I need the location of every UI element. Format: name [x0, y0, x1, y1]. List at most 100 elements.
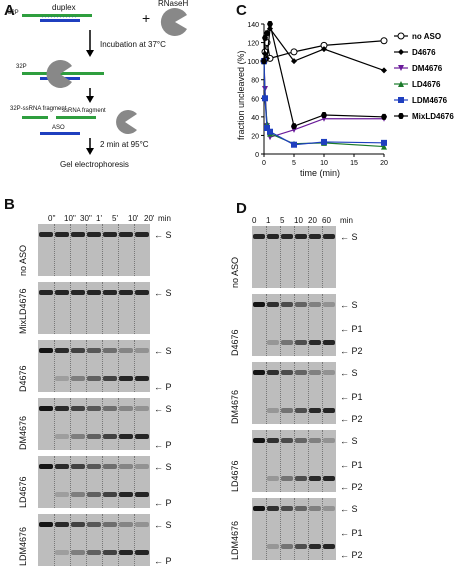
gel-band: [135, 232, 149, 237]
gel-row-label: D4676: [230, 329, 240, 356]
gel-lane: [38, 514, 55, 566]
x-tick-label: 15: [350, 160, 358, 167]
gel-row-label: LDM4676: [230, 520, 240, 560]
gel-lane: [308, 226, 323, 288]
x-tick-label: 20: [380, 160, 388, 167]
data-point-mixld4676: [321, 112, 327, 118]
p32-mid-label: 32P: [16, 64, 27, 70]
rnaseh-enzyme: [160, 8, 187, 37]
band-marker-p1: ← P1: [340, 460, 363, 470]
band-marker-s: ← S: [154, 404, 172, 414]
gel-band: [253, 370, 265, 375]
band-marker-p: ← P: [154, 382, 172, 392]
band-marker-p: ← P: [154, 498, 172, 508]
cleavage-chart: 0 20 40 60 80 100 120 140 0 5 10 15 20 no ASO D4676 DM4…: [247, 21, 454, 167]
x-tick-label: 5: [292, 160, 296, 167]
gel-band: [135, 464, 149, 469]
gel-lane: [280, 498, 295, 560]
gel-lane: [54, 514, 71, 566]
gel-band: [281, 234, 293, 239]
schematic-diagram: [22, 8, 187, 155]
gel-lane: [266, 226, 281, 288]
gel-band: [309, 340, 321, 345]
y-tick-label: 60: [251, 96, 259, 103]
gel-band: [323, 408, 335, 413]
gel-strip: [38, 340, 150, 392]
gel-b-time-header: 0'' 10'' 30'' 1' 5' 10' 20': [48, 214, 158, 226]
gel-row-label: LD4676: [230, 460, 240, 492]
gel-lane: [252, 498, 267, 560]
gel-lane: [252, 430, 267, 492]
band-marker-s: ← S: [154, 520, 172, 530]
gel-band: [309, 370, 321, 375]
rnaseh-label: RNaseH: [158, 0, 189, 8]
gel-band: [135, 550, 149, 555]
gel-lane: [118, 456, 135, 508]
gel-band: [295, 544, 307, 549]
gel-band: [267, 234, 279, 239]
gel-band: [71, 406, 85, 411]
legend-marker-ldm4676: [398, 97, 404, 103]
gel-lane: [252, 294, 267, 356]
band-marker-p: ← P: [154, 440, 172, 450]
gel-strip: [38, 514, 150, 566]
gel-band: [295, 340, 307, 345]
aso-strand: [40, 19, 80, 22]
gel-band: [55, 290, 69, 295]
gel-band: [87, 434, 101, 439]
gel-band: [55, 492, 69, 497]
chart-ylabel: fraction uncleaved (%): [236, 50, 246, 140]
gel-band: [267, 340, 279, 345]
y-tick-label: 140: [247, 22, 259, 29]
gel-band: [39, 550, 53, 555]
gel-band: [87, 290, 101, 295]
data-point-ldm4676: [321, 138, 327, 145]
band-marker-p1: ← P1: [340, 324, 363, 334]
p32-top-label: 32P: [8, 10, 19, 16]
time-label: 10'': [64, 214, 76, 223]
data-point-d4676: [291, 58, 297, 65]
plus-sign: +: [142, 10, 151, 26]
gel-band: [295, 408, 307, 413]
legend-marker-no-aso: [397, 32, 405, 40]
rnaseh-bound: [46, 60, 72, 89]
data-point-d4676: [321, 46, 327, 53]
gel-band: [135, 492, 149, 497]
gel-lane: [266, 498, 281, 560]
gel-band: [119, 550, 133, 555]
gel-band: [323, 438, 335, 443]
gel-band: [323, 506, 335, 511]
gel-lane: [38, 456, 55, 508]
gel-band: [323, 370, 335, 375]
gel-lane: [102, 514, 119, 566]
gel-lane: [280, 362, 295, 424]
band-marker-p1: ← P1: [340, 392, 363, 402]
gel-lane: [134, 398, 150, 450]
gel-lane: [134, 224, 150, 276]
legend-label-dm4676: DM4676: [412, 64, 443, 73]
gel-band: [119, 348, 133, 353]
time-label: 1': [96, 214, 102, 223]
band-marker-p2: ← P2: [340, 482, 363, 492]
gel-lane: [118, 224, 135, 276]
gel-lane: [134, 514, 150, 566]
gel-lane: [322, 362, 336, 424]
gel-lane: [294, 294, 309, 356]
gel-band: [323, 544, 335, 549]
gel-band: [135, 434, 149, 439]
time-label: 5: [280, 216, 285, 225]
gel-band: [103, 492, 117, 497]
gel-band: [295, 234, 307, 239]
gel-band: [103, 232, 117, 237]
legend-label-ld4676: LD4676: [412, 80, 441, 89]
gel-lane: [294, 430, 309, 492]
legend-label-mixld4676: MixLD4676: [412, 112, 454, 121]
gel-band: [71, 290, 85, 295]
gel-row-label: no ASO: [18, 244, 28, 276]
time-label: 1: [266, 216, 271, 225]
legend-marker-mixld4676: [398, 113, 404, 119]
y-tick-label: 20: [251, 133, 259, 140]
gel-row-label: MixLD4676: [18, 288, 28, 334]
gel-band: [39, 290, 53, 295]
legend-marker-ld4676: [398, 81, 404, 87]
